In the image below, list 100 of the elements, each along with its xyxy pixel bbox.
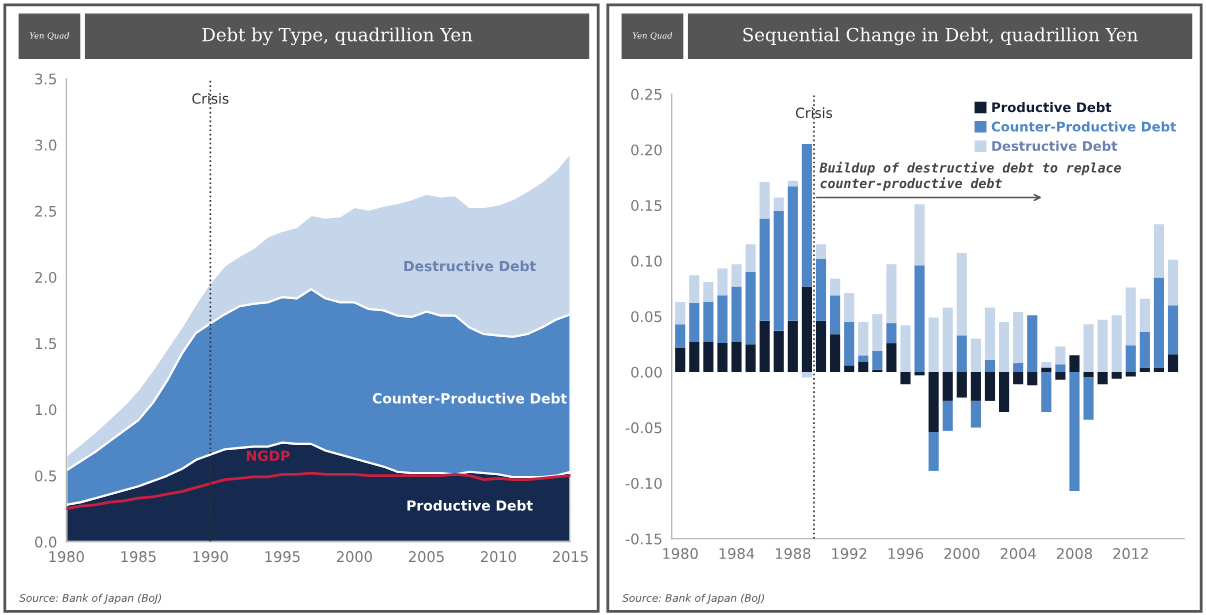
bar — [1055, 372, 1066, 380]
series-label: Destructive Debt — [404, 260, 536, 272]
bar — [1167, 305, 1179, 355]
y-tick-label: 0.20 — [631, 144, 662, 156]
bar — [801, 144, 812, 287]
bar — [703, 301, 714, 342]
bar — [717, 343, 728, 372]
x-tick-label: 2005 — [408, 551, 444, 563]
bar — [970, 338, 981, 372]
bar — [773, 197, 784, 211]
bar — [830, 295, 841, 335]
y-tick-label: 0.00 — [631, 366, 662, 378]
y-tick-label: 0.15 — [631, 199, 662, 211]
bar — [815, 244, 827, 259]
bar — [787, 186, 798, 321]
x-tick-label: 1984 — [719, 548, 755, 560]
bar — [689, 303, 700, 342]
bar — [914, 372, 925, 376]
y-tick-label: 2.5 — [35, 205, 57, 217]
annotation: Buildup of destructive debt to replace counter-productive debt — [819, 161, 1121, 191]
bar — [1139, 298, 1150, 332]
bar — [745, 271, 756, 345]
bar — [942, 372, 953, 401]
bar — [1083, 377, 1094, 420]
bar — [1111, 315, 1122, 372]
bar — [759, 218, 770, 321]
series-label: Productive Debt — [407, 500, 533, 511]
bar — [844, 365, 855, 372]
bar — [1055, 364, 1066, 372]
bar — [872, 314, 883, 351]
bar — [1083, 324, 1094, 372]
bar — [858, 321, 869, 356]
bar — [984, 307, 996, 360]
bar — [731, 341, 742, 372]
legend-label: Destructive Debt — [992, 140, 1118, 151]
bar — [928, 317, 939, 372]
bar — [1139, 331, 1150, 368]
bar — [1027, 315, 1038, 372]
y-tick-label: 0.10 — [631, 255, 662, 267]
bar — [1167, 354, 1179, 372]
y-tick-label: -0.15 — [625, 533, 662, 545]
bar — [717, 268, 728, 296]
y-tick-label: 2.0 — [35, 271, 57, 283]
bar — [998, 372, 1010, 413]
bar — [731, 264, 742, 287]
bar — [1125, 345, 1136, 372]
bar — [1027, 372, 1038, 386]
text: Yen Quad — [632, 32, 673, 40]
x-tick-label: 2015 — [552, 551, 588, 563]
bar — [956, 372, 967, 398]
x-tick-label: 1995 — [265, 551, 300, 563]
x-tick-label: 1988 — [775, 548, 811, 560]
bar — [773, 210, 784, 331]
bar — [1153, 277, 1165, 368]
bar — [801, 372, 812, 378]
x-tick-label: 2000 — [336, 551, 372, 563]
bar — [984, 372, 996, 401]
bar — [942, 307, 953, 372]
series-label: NGDP — [246, 450, 290, 462]
bar — [844, 321, 855, 366]
bar — [830, 334, 841, 372]
bar — [1125, 287, 1136, 346]
bar — [900, 372, 911, 385]
bar — [1069, 372, 1080, 491]
bar — [900, 325, 911, 372]
x-tick-label: 2000 — [944, 548, 980, 560]
y-tick-label: 0.0 — [35, 536, 57, 548]
text: Yen Quad — [29, 32, 70, 40]
bar — [787, 320, 798, 372]
y-tick-label: -0.10 — [625, 477, 662, 489]
bar — [1167, 259, 1179, 306]
x-tick-label: 2004 — [1000, 548, 1036, 560]
y-tick-label: 0.5 — [35, 470, 57, 482]
bar — [886, 264, 897, 324]
x-tick-label: 1992 — [832, 548, 867, 560]
bar — [1097, 372, 1108, 385]
bar — [914, 204, 925, 266]
bar — [928, 432, 939, 471]
chart-title: Debt by Type, quadrillion Yen — [202, 27, 473, 46]
bar — [745, 244, 756, 272]
series-label: Counter-Productive Debt — [372, 392, 567, 404]
bar — [703, 281, 714, 302]
bar — [844, 293, 855, 322]
bar — [956, 335, 967, 372]
bar — [1041, 361, 1052, 368]
x-tick-label: 1990 — [193, 551, 228, 563]
bar — [689, 341, 700, 372]
bar — [703, 341, 714, 372]
bar — [914, 265, 925, 372]
x-tick-label: 2012 — [1113, 548, 1148, 560]
x-tick-label: 2010 — [480, 551, 517, 563]
bar — [1013, 363, 1024, 372]
bar — [984, 359, 996, 372]
bar — [1111, 372, 1122, 379]
bar — [956, 253, 967, 336]
x-tick-label: 1996 — [888, 548, 924, 560]
bar — [773, 330, 784, 372]
bar — [1013, 372, 1024, 385]
ref-line-label: Crisis — [192, 93, 229, 104]
bar — [830, 278, 841, 296]
